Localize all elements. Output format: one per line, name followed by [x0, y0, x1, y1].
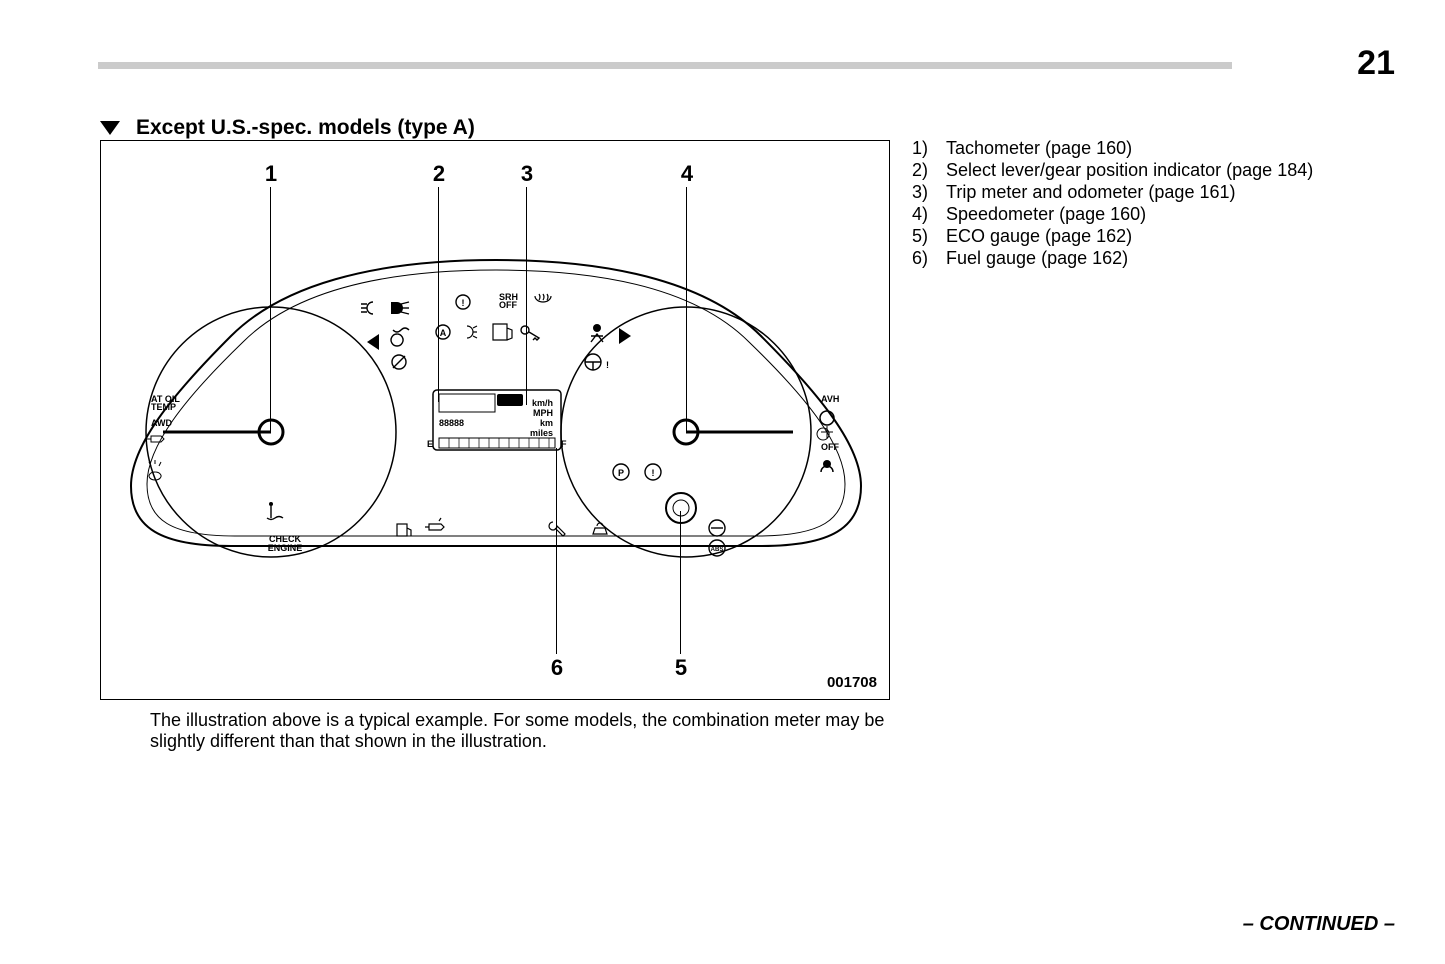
legend-text: Speedometer (page 160): [946, 204, 1392, 226]
engine-oil-icon: [425, 518, 444, 530]
svg-text:A: A: [440, 328, 447, 338]
section-title-text: Except U.S.-spec. models (type A): [136, 116, 475, 140]
brake-warning-icon: !: [456, 295, 470, 309]
legend-number: 2): [912, 160, 946, 182]
auto-hold-icon: A: [436, 325, 450, 339]
fog-light-icon: [361, 302, 373, 314]
coolant-temp-icon: [267, 502, 283, 520]
svg-text:TEMP: TEMP: [151, 402, 176, 412]
svg-text:MPH: MPH: [533, 408, 553, 418]
svg-text:OFF: OFF: [821, 442, 839, 452]
svg-text:ABS: ABS: [711, 547, 724, 553]
indicator-ring-icon: [820, 411, 834, 425]
section-title: Except U.S.-spec. models (type A): [132, 116, 475, 140]
avh-indicator: AVH: [821, 394, 839, 404]
legend-number: 6): [912, 248, 946, 270]
cruise-icon: [709, 520, 725, 536]
callout-1: 1: [261, 161, 281, 187]
svg-text:km: km: [540, 418, 553, 428]
figure-reference-number: 001708: [827, 674, 877, 691]
legend-text: Select lever/gear position indicator (pa…: [946, 160, 1392, 182]
headlight-icon: [391, 302, 409, 314]
defrost-icon: [535, 294, 551, 302]
continued-label: – CONTINUED –: [1243, 913, 1395, 936]
legend-number: 4): [912, 204, 946, 226]
right-turn-icon: [619, 328, 631, 344]
parking-brake-icon: P: [611, 464, 629, 480]
light-icon: [467, 326, 477, 338]
awd-indicator: AWD: [151, 418, 172, 428]
legend-item: 4) Speedometer (page 160): [912, 204, 1392, 226]
legend-text: Tachometer (page 160): [946, 138, 1392, 160]
legend-item: 5) ECO gauge (page 162): [912, 226, 1392, 248]
legend-number: 1): [912, 138, 946, 160]
eco-off-icon: [392, 355, 406, 369]
stability-icon: [391, 328, 409, 346]
page-number: 21: [1357, 44, 1395, 83]
svg-text:F: F: [561, 439, 567, 449]
cluster-diagram: SET km/h MPH 88888 km miles E F AT OIL T…: [121, 246, 871, 566]
legend-item: 3) Trip meter and odometer (page 161): [912, 182, 1392, 204]
legend-text: ECO gauge (page 162): [946, 226, 1392, 248]
svg-text:OFF: OFF: [499, 300, 517, 310]
key-icon: [521, 326, 539, 340]
callout-5: 5: [671, 655, 691, 681]
callout-3: 3: [517, 161, 537, 187]
seatbelt-icon: [591, 324, 603, 342]
fuel-icon: [397, 524, 411, 536]
callout-4: 4: [677, 161, 697, 187]
svg-text:!: !: [606, 360, 609, 370]
legend-list: 1) Tachometer (page 160) 2) Select lever…: [912, 138, 1392, 270]
svg-text:ENGINE: ENGINE: [268, 543, 303, 553]
brake-system-icon: !: [645, 464, 661, 480]
wrench-icon: [549, 522, 565, 536]
svg-text:miles: miles: [530, 428, 553, 438]
svg-text:km/h: km/h: [532, 398, 553, 408]
legend-item: 2) Select lever/gear position indicator …: [912, 160, 1392, 182]
figure-box: 1 2 3 4 6 5 SET km/h MPH 88888 km: [100, 140, 890, 700]
legend-item: 6) Fuel gauge (page 162): [912, 248, 1392, 270]
svg-text:!: !: [462, 298, 465, 308]
set-label: SET: [501, 395, 519, 405]
svg-text:E: E: [427, 439, 433, 449]
callout-6: 6: [547, 655, 567, 681]
svg-text:P: P: [618, 468, 624, 478]
steering-warning-icon: !: [585, 354, 609, 370]
legend-text: Fuel gauge (page 162): [946, 248, 1392, 270]
legend-number: 5): [912, 226, 946, 248]
legend-text: Trip meter and odometer (page 161): [946, 182, 1392, 204]
security-icon: [593, 523, 607, 534]
svg-text:!: !: [652, 468, 655, 478]
caret-down-icon: [100, 121, 120, 135]
left-turn-icon: [367, 334, 379, 350]
top-rule: [98, 62, 1232, 69]
door-ajar-icon: [493, 324, 512, 340]
legend-item: 1) Tachometer (page 160): [912, 138, 1392, 160]
svg-text:88888: 88888: [439, 418, 464, 428]
figure-caption: The illustration above is a typical exam…: [150, 710, 890, 751]
legend-number: 3): [912, 182, 946, 204]
callout-2: 2: [429, 161, 449, 187]
